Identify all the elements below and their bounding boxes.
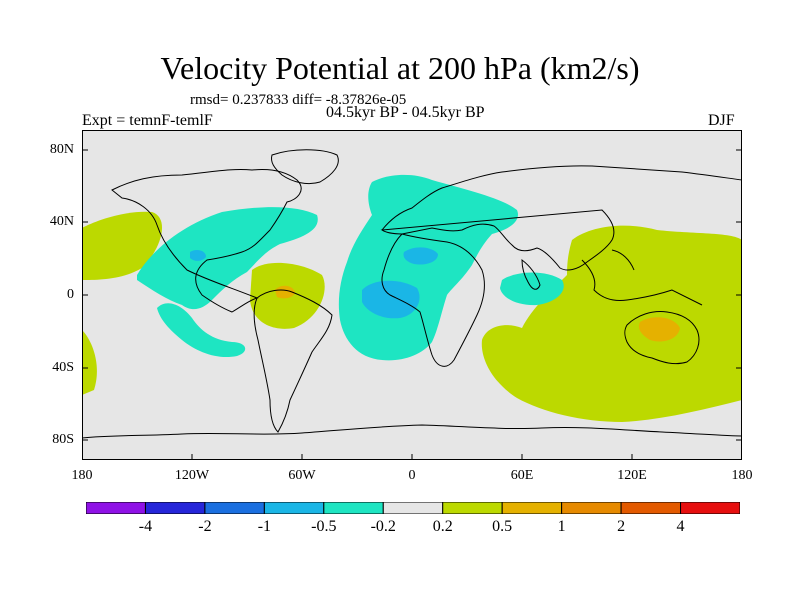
coastlines xyxy=(82,149,742,439)
coast-europe-asia xyxy=(380,165,742,271)
mid-positive-region-australia xyxy=(638,317,680,342)
coast-africa xyxy=(381,233,485,367)
colorbar-swatch-2 xyxy=(204,502,265,514)
colorbar-swatch-9 xyxy=(620,502,682,514)
coast-australia xyxy=(624,311,700,365)
mid-positive-region-amazon xyxy=(275,285,295,299)
colorbar-label-4: -0.2 xyxy=(370,518,396,535)
coast-north-america xyxy=(111,168,302,313)
positive-region-indo-pacific xyxy=(481,225,742,422)
colorbar-swatch-1 xyxy=(144,502,206,514)
colorbar-label-9: 4 xyxy=(676,518,685,535)
colorbar-swatch-7 xyxy=(501,502,563,514)
mid-negative-regions xyxy=(190,247,438,319)
positive-anomaly-regions xyxy=(82,211,742,422)
negative-region-indian-ocean xyxy=(500,272,564,306)
stats-label: rmsd= 0.237833 diff= -8.37826e-05 xyxy=(190,92,407,108)
mid-negative-region-pacific xyxy=(190,249,206,261)
negative-region-north-america xyxy=(137,207,318,310)
colorbar-swatch-5 xyxy=(382,502,444,514)
lon-tick-marks xyxy=(191,454,633,460)
colorbar-swatch-6 xyxy=(442,502,503,514)
lat-tick-marks xyxy=(82,149,742,441)
lon-label-60w: 60W xyxy=(288,468,316,483)
colorbar-label-6: 0.5 xyxy=(492,518,513,535)
colorbar-swatch-0 xyxy=(86,502,146,514)
colorbar-swatch-4 xyxy=(323,502,384,514)
colorbar-swatch-8 xyxy=(561,502,622,514)
negative-region-east-pacific xyxy=(157,303,246,358)
colorbar-label-5: 0.2 xyxy=(432,518,453,535)
plot-title: Velocity Potential at 200 hPa (km2/s) xyxy=(160,50,640,86)
lat-label-0: 0 xyxy=(67,287,74,302)
colorbar-label-0: -4 xyxy=(138,518,153,535)
coast-greenland xyxy=(271,149,339,185)
mid-negative-region-atlantic xyxy=(362,280,420,319)
map-plot xyxy=(82,130,742,460)
colorbar-swatch-10 xyxy=(680,502,740,514)
colorbar-label-3: -0.5 xyxy=(311,518,337,535)
colorbar-label-7: 1 xyxy=(557,518,566,535)
positive-region-pacific-north xyxy=(82,211,163,280)
coast-south-america xyxy=(253,289,333,433)
colorbar-label-8: 2 xyxy=(617,518,626,535)
lon-label-0: 0 xyxy=(408,468,416,483)
lat-label-80s: 80S xyxy=(52,432,74,447)
lon-label-120e: 120E xyxy=(617,468,647,483)
season-label: DJF xyxy=(708,112,735,129)
lat-label-40s: 40S xyxy=(52,360,74,375)
lon-label-60e: 60E xyxy=(510,468,534,483)
period-label: 04.5kyr BP - 04.5kyr BP xyxy=(326,104,485,121)
lat-label-80n: 80N xyxy=(49,142,74,157)
mid-negative-region-north-africa xyxy=(403,247,438,265)
colorbar-label-2: -1 xyxy=(257,518,272,535)
lon-label-180-left: 180 xyxy=(71,468,93,483)
colorbar-swatch-3 xyxy=(263,502,325,514)
coast-southeast-asia xyxy=(581,249,703,306)
coast-antarctica xyxy=(82,424,742,439)
lon-label-180-right: 180 xyxy=(731,468,753,483)
lat-label-40n: 40N xyxy=(49,214,74,229)
experiment-label: Expt = temnF-temlF xyxy=(82,112,213,129)
positive-region-pacific-south xyxy=(82,330,97,395)
coast-india xyxy=(521,258,541,290)
colorbar-label-1: -2 xyxy=(198,518,212,535)
lon-label-120w: 120W xyxy=(174,468,210,483)
colorbar xyxy=(86,502,740,514)
mid-positive-regions xyxy=(275,285,680,342)
